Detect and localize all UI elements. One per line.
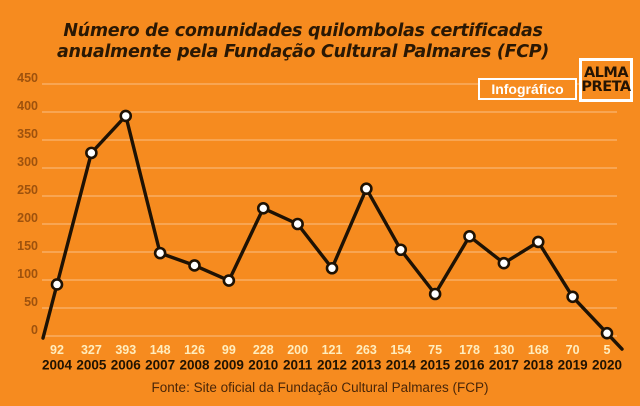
- x-axis-year-label: 2007: [145, 358, 175, 373]
- x-axis-year-label: 2013: [351, 358, 382, 373]
- data-point-marker: [531, 235, 545, 249]
- point-value-label: 200: [287, 343, 308, 357]
- y-axis-tick-label: 100: [17, 267, 38, 281]
- point-value-label: 70: [566, 343, 580, 357]
- x-axis-year-label: 2019: [558, 358, 588, 373]
- x-axis-year-label: 2018: [523, 358, 554, 373]
- data-point-marker: [119, 109, 133, 123]
- x-axis-year-label: 2006: [111, 358, 142, 373]
- point-value-label: 5: [604, 343, 611, 357]
- data-point-marker: [566, 290, 579, 304]
- point-value-label: 228: [253, 343, 274, 357]
- data-point-marker: [497, 256, 511, 270]
- x-axis-year-label: 2020: [592, 358, 622, 373]
- data-point-marker: [222, 274, 236, 287]
- data-point-marker: [256, 202, 270, 215]
- x-axis-year-label: 2004: [42, 358, 73, 373]
- y-axis-tick-label: 50: [24, 295, 38, 309]
- x-axis-year-label: 2009: [214, 358, 244, 373]
- chart-title-line-1: Número de comunidades quilombolas certif…: [63, 21, 543, 41]
- point-value-label: 121: [322, 343, 343, 357]
- data-point-marker: [153, 246, 167, 260]
- y-axis-tick-label: 450: [17, 71, 38, 85]
- data-point-marker: [291, 217, 304, 231]
- x-axis-year-label: 2005: [76, 358, 107, 373]
- x-axis-year-label: 2014: [386, 358, 417, 373]
- logo-line-alma: ALMA: [583, 64, 629, 81]
- x-axis-year-label: 2008: [179, 358, 210, 373]
- logo-line-preta: PRETA: [581, 79, 631, 95]
- infografico-badge: Infográfico: [478, 78, 577, 100]
- data-point-marker: [325, 261, 339, 275]
- point-value-label: 99: [222, 343, 236, 357]
- data-point-marker: [394, 243, 408, 257]
- point-value-label: 75: [428, 343, 442, 357]
- point-value-label: 154: [390, 343, 411, 357]
- point-value-label: 168: [528, 343, 549, 357]
- infografico-badge-label: Infográfico: [491, 81, 564, 97]
- y-axis-tick-label: 400: [17, 99, 38, 113]
- data-point-marker: [463, 230, 476, 243]
- x-axis-year-label: 2010: [248, 358, 278, 373]
- point-value-label: 178: [459, 343, 480, 357]
- x-axis-year-label: 2012: [317, 358, 347, 373]
- point-value-label: 393: [115, 343, 136, 357]
- y-axis-tick-label: 300: [17, 155, 38, 169]
- data-point-marker: [600, 326, 614, 340]
- source-note: Fonte: Site oficial da Fundação Cultural…: [151, 380, 489, 395]
- y-axis-tick-label: 250: [17, 183, 38, 197]
- point-value-label: 148: [150, 343, 171, 357]
- alma-preta-logo: ALMA PRETA: [579, 58, 633, 102]
- data-point-marker: [50, 278, 64, 291]
- x-axis-year-label: 2017: [489, 358, 519, 373]
- point-value-label: 126: [184, 343, 205, 357]
- x-axis-year-label: 2011: [283, 358, 313, 373]
- point-value-label: 263: [356, 343, 377, 357]
- y-axis-tick-label: 0: [31, 323, 38, 337]
- point-value-label: 92: [50, 343, 64, 357]
- x-axis-year-label: 2016: [454, 358, 485, 373]
- y-axis-tick-label: 350: [17, 127, 38, 141]
- data-point-marker: [85, 146, 98, 160]
- y-axis-tick-label: 150: [17, 239, 38, 253]
- data-point-marker: [188, 259, 201, 272]
- point-value-label: 130: [493, 343, 514, 357]
- x-axis-year-label: 2015: [420, 358, 451, 373]
- chart-line: [41, 114, 624, 351]
- y-axis-tick-label: 200: [17, 211, 38, 225]
- data-point-marker: [360, 182, 373, 196]
- chart-title: Número de comunidades quilombolas certif…: [0, 21, 606, 63]
- chart-title-line-2: anualmente pela Fundação Cultural Palmar…: [57, 42, 549, 62]
- data-point-marker: [428, 287, 442, 301]
- point-value-label: 327: [81, 343, 102, 357]
